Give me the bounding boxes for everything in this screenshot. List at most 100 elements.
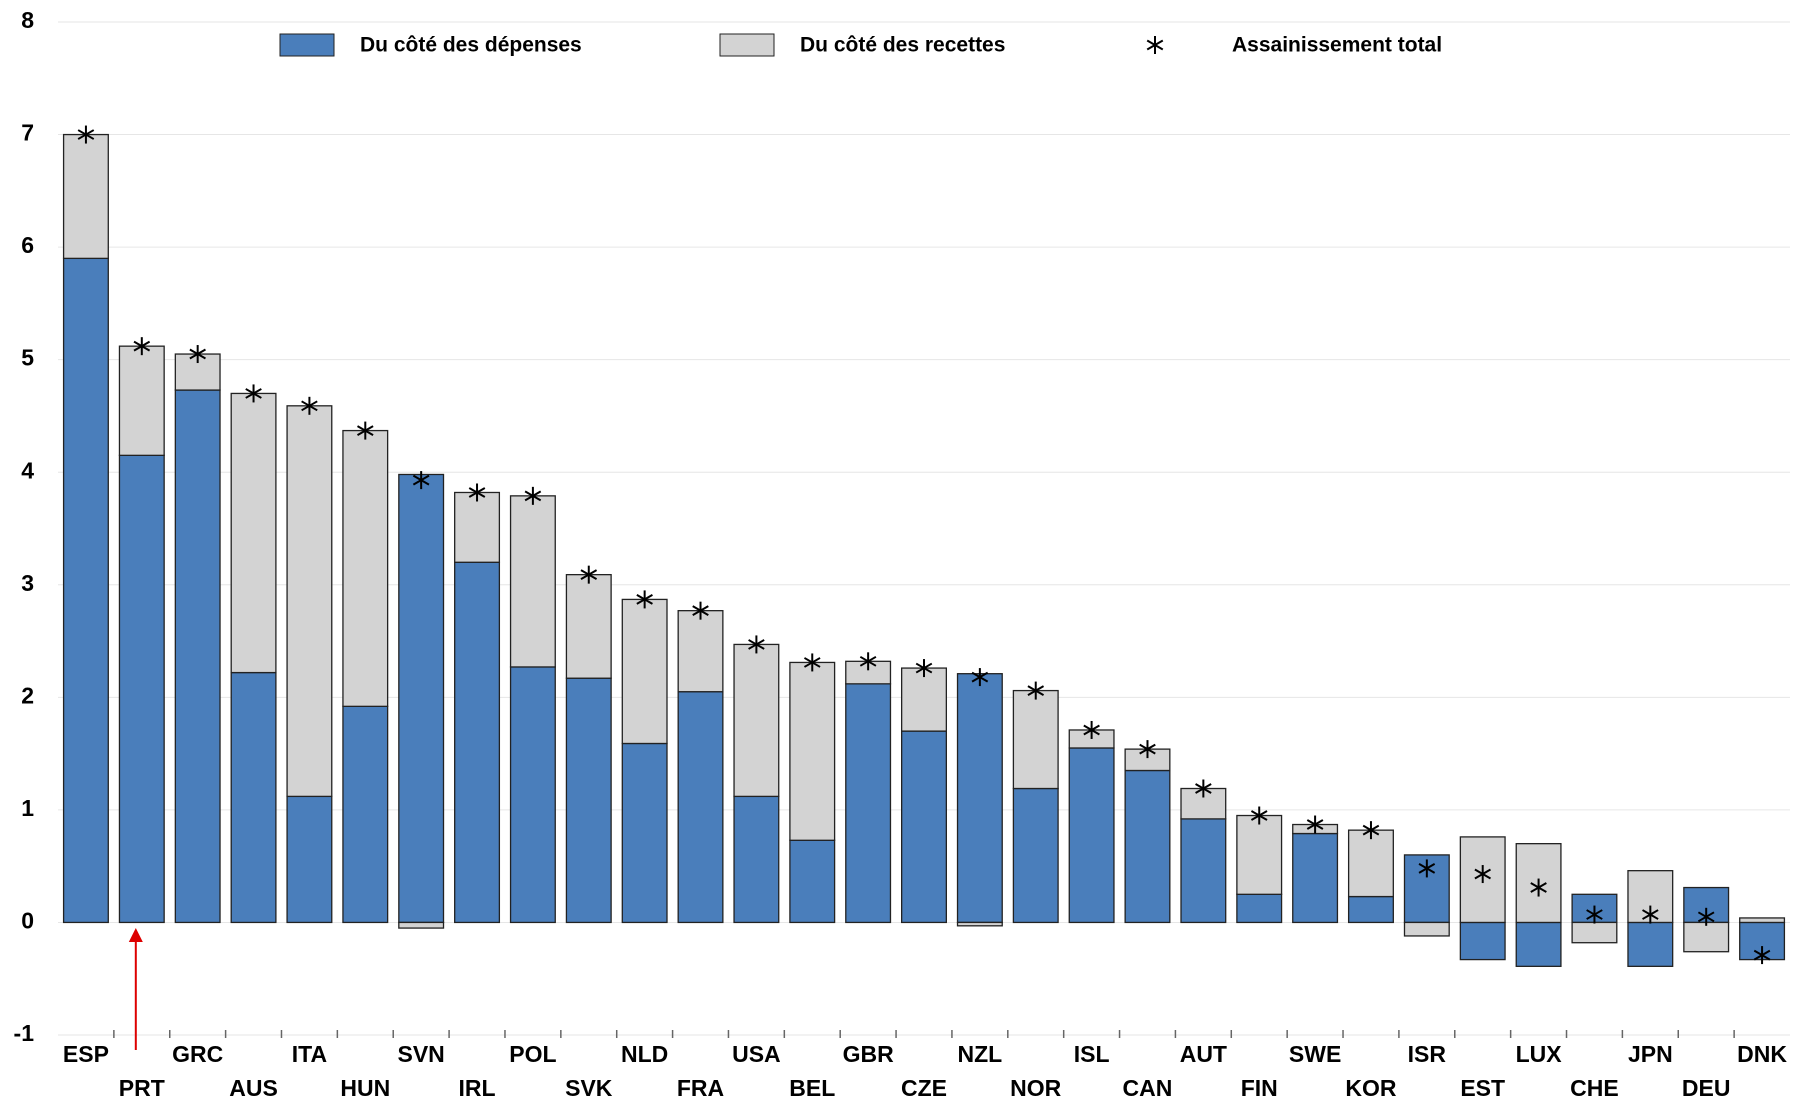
legend-label: Du côté des dépenses bbox=[360, 34, 582, 57]
x-tick-label: IRL bbox=[459, 1075, 496, 1101]
y-tick-label: 8 bbox=[21, 7, 34, 33]
bar-segment bbox=[789, 839, 836, 924]
x-tick-label: CZE bbox=[901, 1075, 947, 1101]
legend-label: Du côté des recettes bbox=[800, 34, 1005, 57]
bar-segment bbox=[565, 573, 612, 679]
y-tick-label: 5 bbox=[21, 345, 34, 371]
star-stroke bbox=[971, 671, 989, 683]
x-tick-label: DNK bbox=[1737, 1041, 1787, 1067]
bar-segment bbox=[62, 257, 109, 924]
x-tick-label: AUT bbox=[1180, 1041, 1227, 1067]
bar-segment bbox=[118, 454, 165, 924]
star-stroke bbox=[803, 657, 821, 668]
x-tick-label: NLD bbox=[621, 1041, 668, 1067]
star-stroke bbox=[1195, 783, 1212, 794]
bar-segment bbox=[1515, 843, 1562, 924]
bar-segment bbox=[1571, 921, 1618, 944]
y-tick-label: 3 bbox=[21, 570, 34, 596]
bar-segment bbox=[1683, 921, 1730, 953]
bar-segment bbox=[1515, 921, 1562, 967]
star-stroke bbox=[301, 400, 318, 412]
star-stroke bbox=[1530, 882, 1547, 893]
x-tick-label: ISR bbox=[1408, 1041, 1447, 1067]
y-tick-label: 2 bbox=[21, 682, 34, 708]
bar-segment bbox=[1739, 917, 1786, 924]
x-tick-label: KOR bbox=[1345, 1075, 1397, 1101]
star-stroke bbox=[77, 129, 95, 140]
bar-segment bbox=[565, 677, 612, 924]
x-tick-label: LUX bbox=[1516, 1041, 1563, 1067]
x-tick-label: GRC bbox=[172, 1041, 223, 1067]
bar-segment bbox=[677, 691, 724, 924]
annotation-arrowhead bbox=[128, 928, 143, 942]
x-tick-label: GBR bbox=[843, 1041, 895, 1067]
star-stroke bbox=[1753, 949, 1771, 961]
star-stroke bbox=[412, 474, 430, 486]
bar-segment bbox=[1459, 921, 1506, 961]
bar-segment bbox=[118, 345, 165, 456]
bar-segment bbox=[1403, 921, 1450, 937]
star-stroke bbox=[1250, 810, 1268, 821]
bar-segment bbox=[1236, 893, 1283, 924]
bar-segment bbox=[1292, 832, 1339, 924]
star-stroke bbox=[133, 340, 151, 352]
bar-segment bbox=[956, 921, 1003, 927]
star-stroke bbox=[1027, 685, 1045, 696]
x-tick-label: BEL bbox=[789, 1075, 835, 1101]
bar-segment bbox=[1347, 829, 1394, 898]
x-tick-label: CHE bbox=[1570, 1075, 1619, 1101]
bar-segment bbox=[1124, 769, 1171, 924]
star-stroke bbox=[1139, 743, 1156, 755]
total-marker bbox=[468, 483, 486, 502]
bar-segment bbox=[286, 405, 333, 798]
star-stroke bbox=[189, 348, 206, 360]
total-marker bbox=[1195, 779, 1212, 798]
total-marker bbox=[1139, 740, 1156, 759]
x-tick-label: NZL bbox=[958, 1041, 1003, 1067]
total-marker bbox=[1586, 905, 1603, 924]
bar-segment bbox=[1068, 747, 1115, 924]
total-marker bbox=[412, 471, 430, 490]
bar-segment bbox=[621, 742, 668, 924]
bar-segment bbox=[1236, 814, 1283, 895]
bar-segment bbox=[1347, 895, 1394, 924]
star-stroke bbox=[1306, 819, 1324, 830]
bar-segment bbox=[454, 491, 501, 563]
bar-segment bbox=[1012, 787, 1059, 924]
star-stroke bbox=[692, 605, 709, 617]
star-stroke bbox=[915, 662, 933, 674]
legend-swatch bbox=[719, 33, 775, 57]
total-marker bbox=[245, 384, 262, 403]
bar-segment bbox=[230, 671, 277, 924]
x-tick-label: PRT bbox=[119, 1075, 165, 1101]
star-stroke bbox=[245, 388, 262, 399]
y-tick-label: 0 bbox=[21, 908, 34, 934]
total-marker bbox=[580, 565, 598, 584]
total-marker bbox=[1418, 859, 1436, 878]
total-marker bbox=[803, 653, 821, 672]
bar-segment bbox=[901, 730, 947, 924]
bar-segment bbox=[509, 666, 556, 924]
bar-segment bbox=[733, 643, 780, 798]
y-tick-label: 4 bbox=[21, 457, 34, 483]
y-tick-label: 6 bbox=[21, 232, 34, 258]
star-stroke bbox=[468, 487, 486, 498]
total-marker bbox=[1697, 907, 1715, 926]
y-tick-label: -1 bbox=[14, 1020, 35, 1046]
bar-segment bbox=[342, 429, 389, 707]
bar-segment bbox=[1627, 921, 1674, 967]
bar-segment bbox=[398, 921, 445, 929]
bar-segment bbox=[1180, 818, 1227, 924]
legend-label: Assainissement total bbox=[1232, 34, 1442, 57]
total-marker bbox=[524, 486, 542, 505]
star-stroke bbox=[1474, 868, 1492, 880]
x-tick-label: NOR bbox=[1010, 1075, 1062, 1101]
total-marker bbox=[748, 635, 765, 654]
total-marker bbox=[915, 659, 933, 678]
x-tick-label: AUS bbox=[229, 1075, 278, 1101]
star-stroke bbox=[748, 639, 765, 650]
x-tick-label: ESP bbox=[63, 1041, 109, 1067]
total-marker bbox=[1362, 821, 1380, 840]
total-marker bbox=[356, 421, 374, 440]
